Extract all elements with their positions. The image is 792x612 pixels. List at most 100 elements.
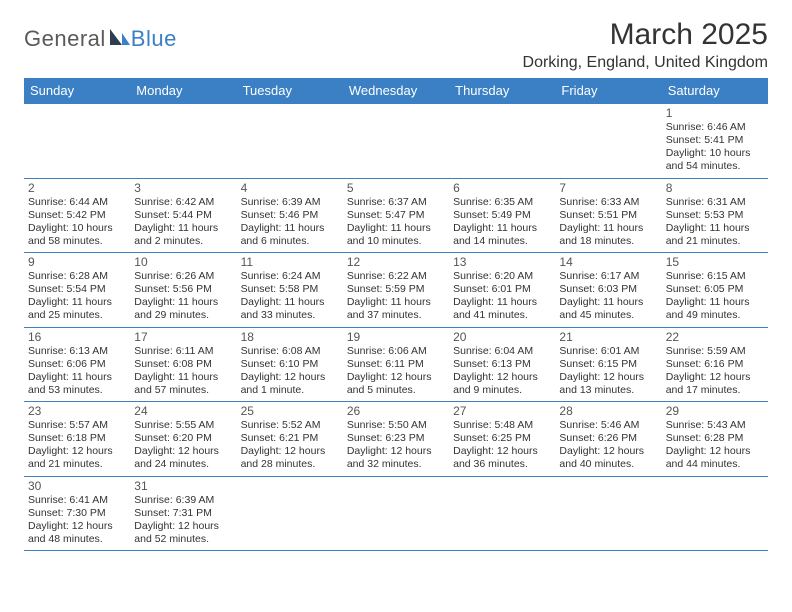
brand-logo: General Blue xyxy=(24,26,177,52)
calendar-row: 2Sunrise: 6:44 AMSunset: 5:42 PMDaylight… xyxy=(24,178,768,253)
day-cell: 15Sunrise: 6:15 AMSunset: 6:05 PMDayligh… xyxy=(662,253,768,328)
weekday-header: Sunday xyxy=(24,78,130,104)
weekday-row: SundayMondayTuesdayWednesdayThursdayFrid… xyxy=(24,78,768,104)
day-info: Sunrise: 5:55 AMSunset: 6:20 PMDaylight:… xyxy=(134,419,232,472)
day-number: 6 xyxy=(453,181,551,195)
day-number: 9 xyxy=(28,255,126,269)
day-info: Sunrise: 5:46 AMSunset: 6:26 PMDaylight:… xyxy=(559,419,657,472)
day-number: 4 xyxy=(241,181,339,195)
day-cell: 1Sunrise: 6:46 AMSunset: 5:41 PMDaylight… xyxy=(662,104,768,179)
day-number: 11 xyxy=(241,255,339,269)
day-info: Sunrise: 6:26 AMSunset: 5:56 PMDaylight:… xyxy=(134,270,232,323)
day-info: Sunrise: 6:17 AMSunset: 6:03 PMDaylight:… xyxy=(559,270,657,323)
calendar-row: 30Sunrise: 6:41 AMSunset: 7:30 PMDayligh… xyxy=(24,476,768,551)
day-cell: 31Sunrise: 6:39 AMSunset: 7:31 PMDayligh… xyxy=(130,476,236,551)
day-info: Sunrise: 5:59 AMSunset: 6:16 PMDaylight:… xyxy=(666,345,764,398)
weekday-header: Wednesday xyxy=(343,78,449,104)
header: General Blue March 2025 Dorking, England… xyxy=(24,18,768,72)
day-info: Sunrise: 6:08 AMSunset: 6:10 PMDaylight:… xyxy=(241,345,339,398)
day-number: 12 xyxy=(347,255,445,269)
empty-cell xyxy=(555,104,661,179)
empty-cell xyxy=(343,476,449,551)
day-info: Sunrise: 6:37 AMSunset: 5:47 PMDaylight:… xyxy=(347,196,445,249)
day-info: Sunrise: 6:33 AMSunset: 5:51 PMDaylight:… xyxy=(559,196,657,249)
sail-icon xyxy=(108,27,130,52)
weekday-header: Friday xyxy=(555,78,661,104)
day-number: 13 xyxy=(453,255,551,269)
weekday-header: Tuesday xyxy=(237,78,343,104)
empty-cell xyxy=(449,104,555,179)
day-cell: 7Sunrise: 6:33 AMSunset: 5:51 PMDaylight… xyxy=(555,178,661,253)
day-cell: 6Sunrise: 6:35 AMSunset: 5:49 PMDaylight… xyxy=(449,178,555,253)
calendar-table: SundayMondayTuesdayWednesdayThursdayFrid… xyxy=(24,78,768,551)
day-info: Sunrise: 5:50 AMSunset: 6:23 PMDaylight:… xyxy=(347,419,445,472)
day-info: Sunrise: 6:15 AMSunset: 6:05 PMDaylight:… xyxy=(666,270,764,323)
day-info: Sunrise: 5:52 AMSunset: 6:21 PMDaylight:… xyxy=(241,419,339,472)
day-info: Sunrise: 6:13 AMSunset: 6:06 PMDaylight:… xyxy=(28,345,126,398)
empty-cell xyxy=(237,104,343,179)
day-number: 10 xyxy=(134,255,232,269)
month-title: March 2025 xyxy=(523,18,768,52)
day-number: 14 xyxy=(559,255,657,269)
day-info: Sunrise: 6:01 AMSunset: 6:15 PMDaylight:… xyxy=(559,345,657,398)
day-number: 22 xyxy=(666,330,764,344)
day-cell: 26Sunrise: 5:50 AMSunset: 6:23 PMDayligh… xyxy=(343,402,449,477)
day-cell: 5Sunrise: 6:37 AMSunset: 5:47 PMDaylight… xyxy=(343,178,449,253)
day-cell: 22Sunrise: 5:59 AMSunset: 6:16 PMDayligh… xyxy=(662,327,768,402)
day-info: Sunrise: 6:39 AMSunset: 5:46 PMDaylight:… xyxy=(241,196,339,249)
weekday-header: Thursday xyxy=(449,78,555,104)
empty-cell xyxy=(555,476,661,551)
day-number: 1 xyxy=(666,106,764,120)
day-cell: 12Sunrise: 6:22 AMSunset: 5:59 PMDayligh… xyxy=(343,253,449,328)
day-info: Sunrise: 6:39 AMSunset: 7:31 PMDaylight:… xyxy=(134,494,232,547)
day-info: Sunrise: 6:22 AMSunset: 5:59 PMDaylight:… xyxy=(347,270,445,323)
day-info: Sunrise: 6:35 AMSunset: 5:49 PMDaylight:… xyxy=(453,196,551,249)
day-number: 30 xyxy=(28,479,126,493)
weekday-header: Monday xyxy=(130,78,236,104)
day-number: 7 xyxy=(559,181,657,195)
title-block: March 2025 Dorking, England, United King… xyxy=(523,18,768,72)
day-cell: 10Sunrise: 6:26 AMSunset: 5:56 PMDayligh… xyxy=(130,253,236,328)
day-cell: 17Sunrise: 6:11 AMSunset: 6:08 PMDayligh… xyxy=(130,327,236,402)
day-info: Sunrise: 6:41 AMSunset: 7:30 PMDaylight:… xyxy=(28,494,126,547)
day-cell: 11Sunrise: 6:24 AMSunset: 5:58 PMDayligh… xyxy=(237,253,343,328)
day-info: Sunrise: 6:31 AMSunset: 5:53 PMDaylight:… xyxy=(666,196,764,249)
day-cell: 16Sunrise: 6:13 AMSunset: 6:06 PMDayligh… xyxy=(24,327,130,402)
day-number: 28 xyxy=(559,404,657,418)
weekday-header: Saturday xyxy=(662,78,768,104)
day-cell: 9Sunrise: 6:28 AMSunset: 5:54 PMDaylight… xyxy=(24,253,130,328)
day-number: 27 xyxy=(453,404,551,418)
day-cell: 20Sunrise: 6:04 AMSunset: 6:13 PMDayligh… xyxy=(449,327,555,402)
day-number: 5 xyxy=(347,181,445,195)
day-number: 17 xyxy=(134,330,232,344)
day-cell: 24Sunrise: 5:55 AMSunset: 6:20 PMDayligh… xyxy=(130,402,236,477)
day-cell: 30Sunrise: 6:41 AMSunset: 7:30 PMDayligh… xyxy=(24,476,130,551)
day-cell: 2Sunrise: 6:44 AMSunset: 5:42 PMDaylight… xyxy=(24,178,130,253)
day-cell: 21Sunrise: 6:01 AMSunset: 6:15 PMDayligh… xyxy=(555,327,661,402)
day-cell: 27Sunrise: 5:48 AMSunset: 6:25 PMDayligh… xyxy=(449,402,555,477)
empty-cell xyxy=(24,104,130,179)
day-info: Sunrise: 6:06 AMSunset: 6:11 PMDaylight:… xyxy=(347,345,445,398)
day-number: 20 xyxy=(453,330,551,344)
empty-cell xyxy=(237,476,343,551)
calendar-body: 1Sunrise: 6:46 AMSunset: 5:41 PMDaylight… xyxy=(24,104,768,551)
empty-cell xyxy=(662,476,768,551)
day-info: Sunrise: 6:42 AMSunset: 5:44 PMDaylight:… xyxy=(134,196,232,249)
day-info: Sunrise: 5:43 AMSunset: 6:28 PMDaylight:… xyxy=(666,419,764,472)
day-number: 29 xyxy=(666,404,764,418)
day-info: Sunrise: 6:46 AMSunset: 5:41 PMDaylight:… xyxy=(666,121,764,174)
day-cell: 25Sunrise: 5:52 AMSunset: 6:21 PMDayligh… xyxy=(237,402,343,477)
day-cell: 29Sunrise: 5:43 AMSunset: 6:28 PMDayligh… xyxy=(662,402,768,477)
day-info: Sunrise: 5:57 AMSunset: 6:18 PMDaylight:… xyxy=(28,419,126,472)
day-info: Sunrise: 6:11 AMSunset: 6:08 PMDaylight:… xyxy=(134,345,232,398)
day-cell: 18Sunrise: 6:08 AMSunset: 6:10 PMDayligh… xyxy=(237,327,343,402)
calendar-row: 23Sunrise: 5:57 AMSunset: 6:18 PMDayligh… xyxy=(24,402,768,477)
calendar-row: 1Sunrise: 6:46 AMSunset: 5:41 PMDaylight… xyxy=(24,104,768,179)
brand-part2: Blue xyxy=(131,26,177,52)
day-cell: 8Sunrise: 6:31 AMSunset: 5:53 PMDaylight… xyxy=(662,178,768,253)
calendar-row: 9Sunrise: 6:28 AMSunset: 5:54 PMDaylight… xyxy=(24,253,768,328)
day-number: 8 xyxy=(666,181,764,195)
empty-cell xyxy=(130,104,236,179)
day-info: Sunrise: 6:04 AMSunset: 6:13 PMDaylight:… xyxy=(453,345,551,398)
brand-part1: General xyxy=(24,26,106,52)
